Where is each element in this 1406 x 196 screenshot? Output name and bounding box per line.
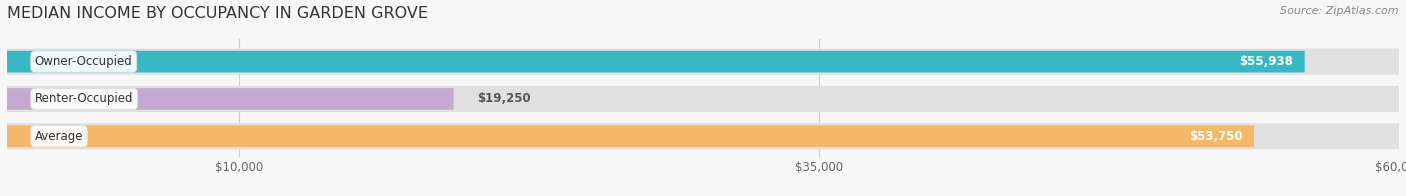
FancyBboxPatch shape — [7, 86, 1399, 112]
FancyBboxPatch shape — [7, 51, 1305, 73]
FancyBboxPatch shape — [7, 123, 1399, 149]
Text: Source: ZipAtlas.com: Source: ZipAtlas.com — [1281, 6, 1399, 16]
FancyBboxPatch shape — [7, 88, 454, 110]
Text: MEDIAN INCOME BY OCCUPANCY IN GARDEN GROVE: MEDIAN INCOME BY OCCUPANCY IN GARDEN GRO… — [7, 6, 427, 21]
Text: Renter-Occupied: Renter-Occupied — [35, 93, 134, 105]
Text: Owner-Occupied: Owner-Occupied — [35, 55, 132, 68]
Text: $53,750: $53,750 — [1188, 130, 1243, 143]
FancyBboxPatch shape — [7, 125, 1254, 147]
Text: Average: Average — [35, 130, 83, 143]
FancyBboxPatch shape — [7, 49, 1399, 75]
Text: $55,938: $55,938 — [1239, 55, 1294, 68]
Text: $19,250: $19,250 — [477, 93, 530, 105]
